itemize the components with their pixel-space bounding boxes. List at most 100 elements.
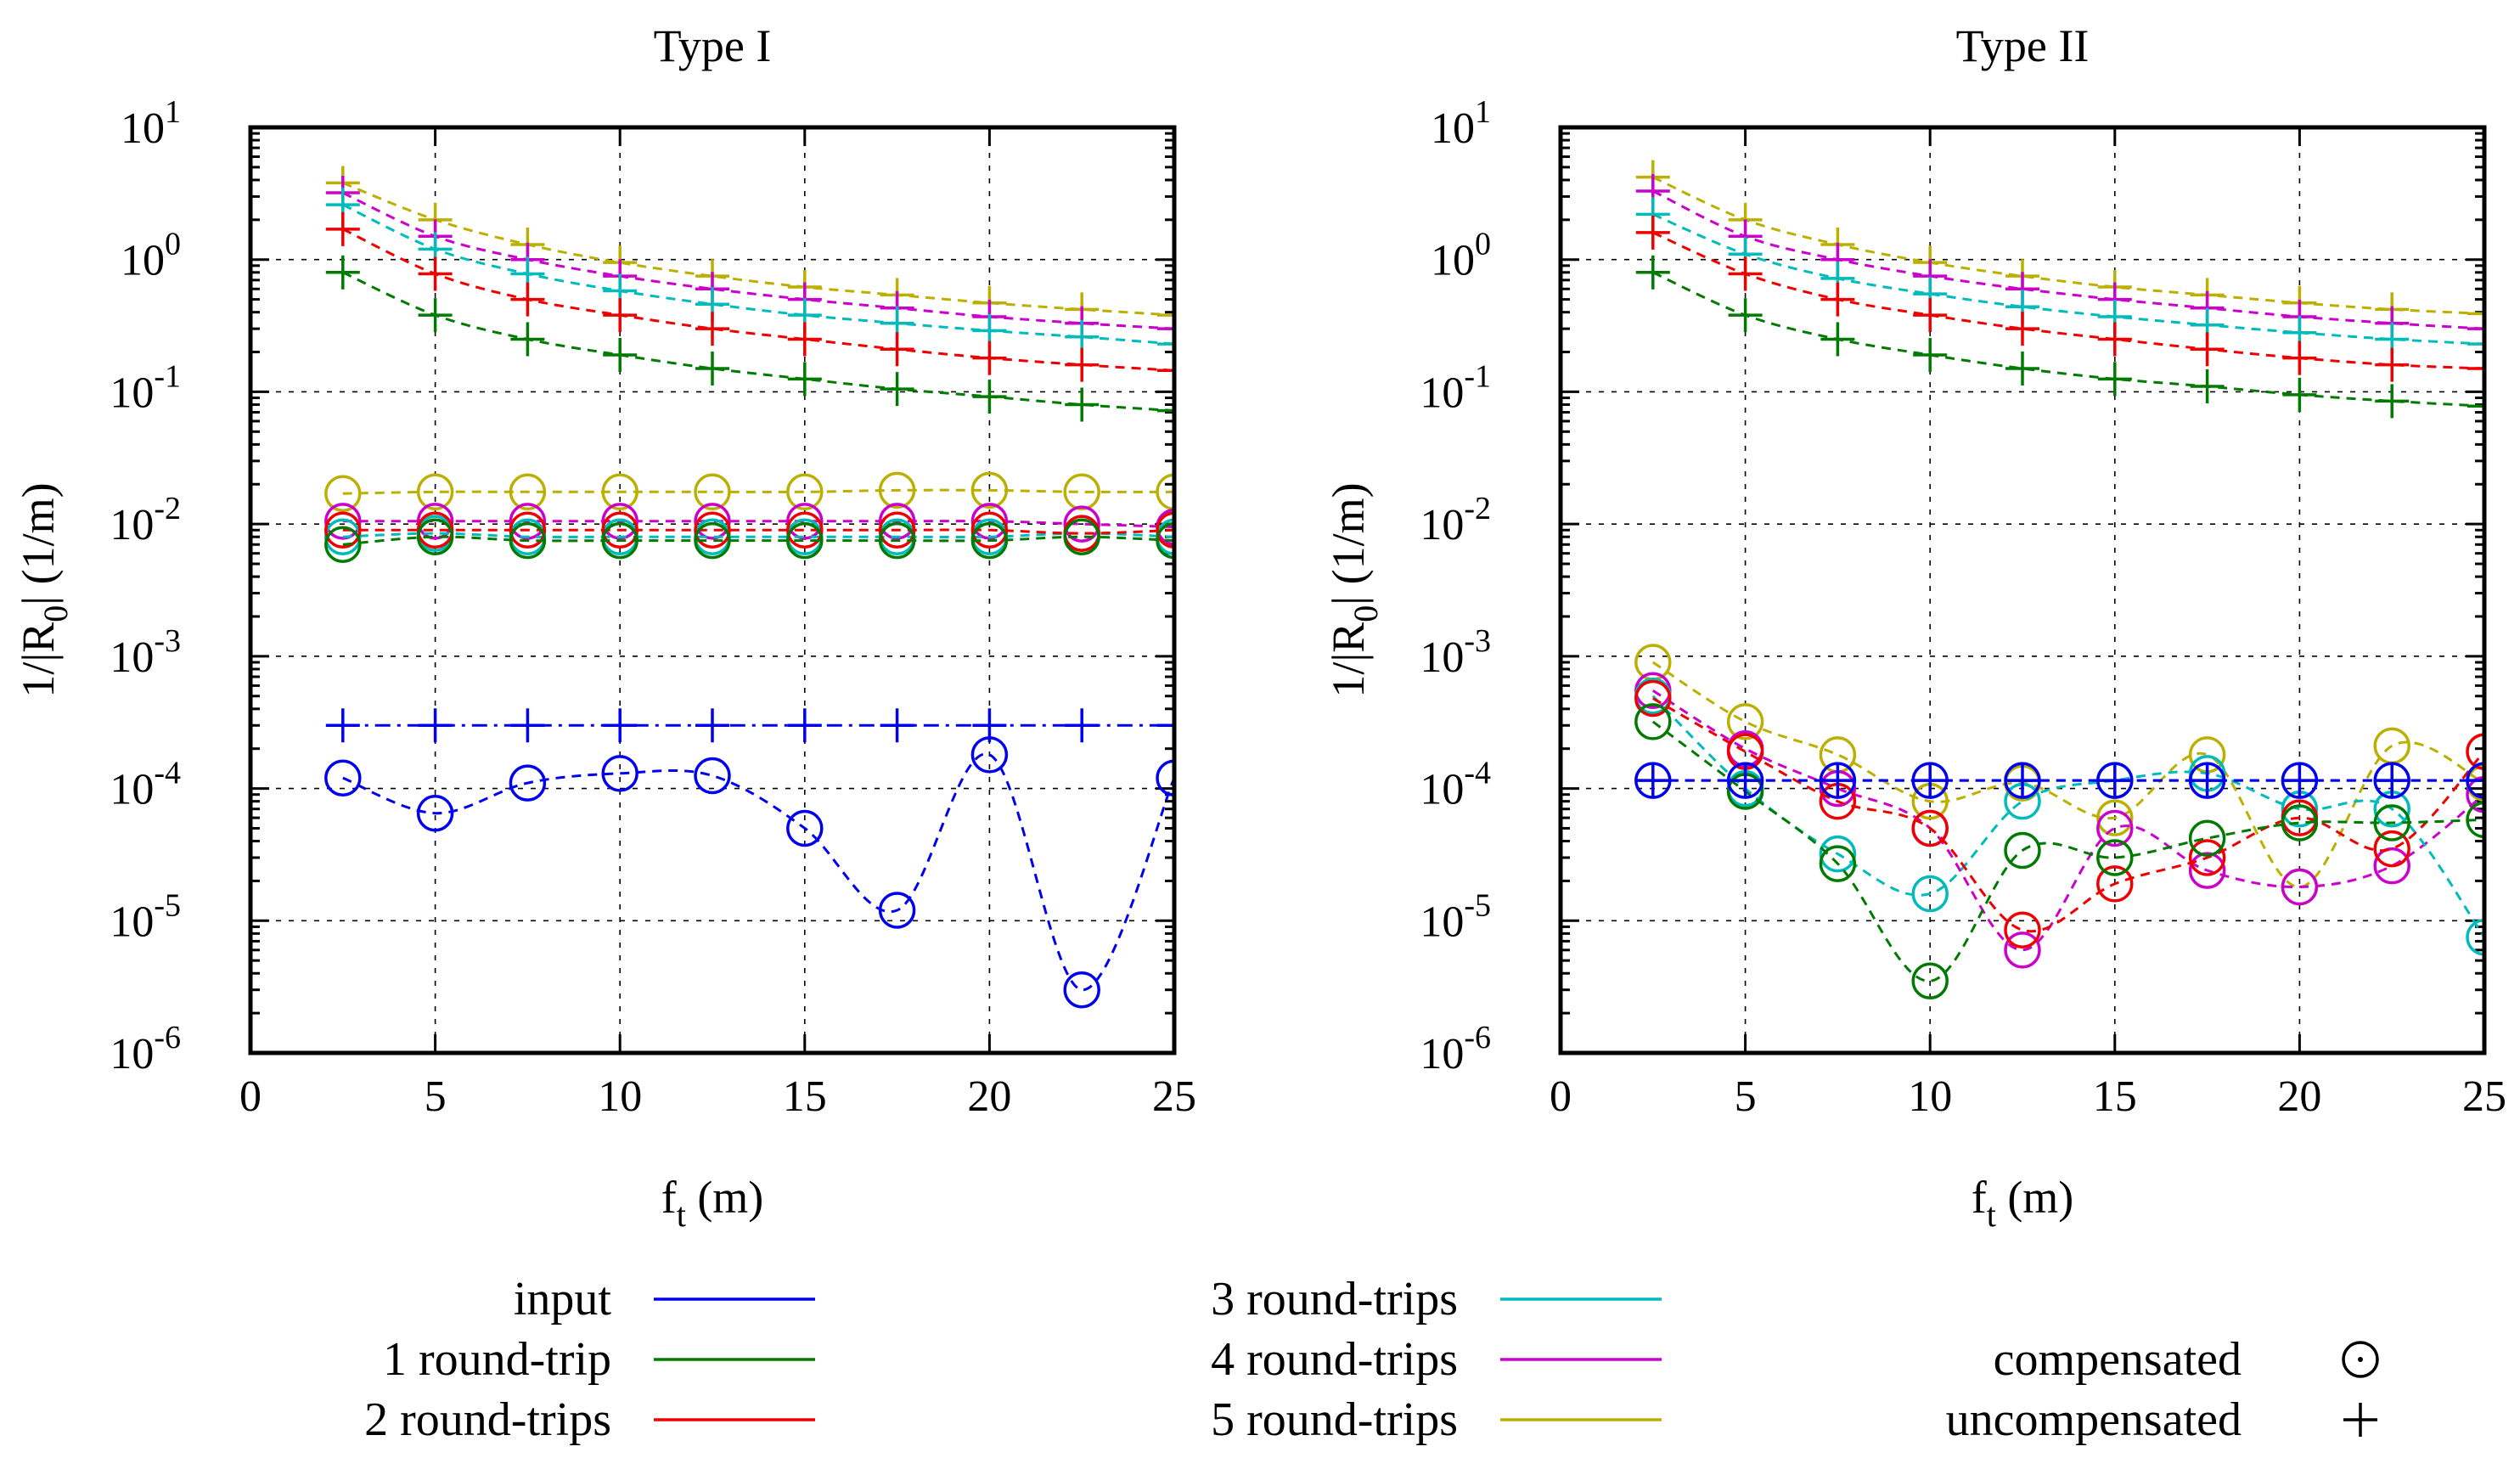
y-axis-label-tail: | (1/m) [1323, 482, 1374, 605]
series-2-round-trips-uncompensated-point [1913, 298, 1948, 333]
legend-marker-compensated: compensated [1994, 1333, 2379, 1386]
x-axis-label-main: f [661, 1172, 677, 1223]
series-5-round-trips-uncompensated-line [1652, 176, 2484, 315]
series-2-round-trips-compensated-point [324, 511, 362, 549]
plot-frame [248, 125, 1177, 1055]
series-5-round-trips-compensated-point [2096, 799, 2134, 836]
series-2-round-trips-compensated-point [694, 511, 731, 549]
series-input-compensated-point [1156, 759, 1174, 796]
type-ii-panel: Type II0 5 10 15 20 2510110010-110-210-310-41… [1323, 20, 2506, 1234]
y-tick-label: 10-4 [1420, 756, 1491, 814]
legend-label: compensated [1994, 1333, 2242, 1386]
series-2-round-trips-uncompensated-point [603, 298, 638, 333]
series-input-uncompensated-point [1820, 763, 1855, 798]
series-input-uncompensated-point [787, 708, 822, 743]
series-5-round-trips-compensated-point [1726, 703, 1764, 740]
series-5-round-trips-compensated-point [1063, 473, 1100, 511]
y-tick-label: 10-5 [1420, 887, 1491, 946]
x-tick-label: 15 [783, 1072, 827, 1121]
y-tick-exponent: -1 [154, 358, 181, 394]
x-axis-label: ft (m) [661, 1172, 764, 1234]
series-2-round-trips-uncompensated-point [880, 332, 914, 367]
series-input-compensated-line [342, 752, 1174, 992]
y-axis-label: 1/|R0| (1/m) [1323, 482, 1385, 697]
series-1-round-trip-compensated-point [2188, 819, 2226, 857]
series-input-compensated-point [878, 892, 916, 929]
series-2-round-trips-uncompensated-point [1635, 215, 1670, 250]
series-2-round-trips-uncompensated-point [2375, 347, 2410, 382]
series-4-round-trips-uncompensated-point [2467, 312, 2484, 346]
series-group [1634, 160, 2484, 1000]
series-4-round-trips-compensated-point [601, 503, 638, 540]
y-tick-exponent: -6 [1464, 1020, 1491, 1055]
series-1-round-trip-uncompensated-point [880, 372, 914, 407]
series-1-round-trip-compensated-point [601, 521, 638, 560]
x-tick-label: 20 [967, 1072, 1011, 1121]
series-4-round-trips-uncompensated-line [342, 191, 1174, 330]
legend-label: 5 round-trips [1211, 1393, 1458, 1446]
x-tick-label: 0 [239, 1072, 262, 1121]
series-1-round-trip-compensated-point [2373, 804, 2410, 841]
legend-entry-4-round-trips: 4 round-trips [1211, 1333, 1662, 1386]
series-2-round-trips-compensated-point [1911, 809, 1949, 847]
series-2-round-trips-compensated-point [970, 511, 1009, 549]
series-1-round-trip-uncompensated-point [695, 352, 729, 386]
y-tick-label: 101 [121, 94, 181, 153]
plot-frame [1558, 125, 2487, 1055]
y-tick-exponent: 1 [1475, 94, 1491, 130]
series-5-round-trips-compensated-point [509, 473, 547, 511]
x-tick-label: 5 [425, 1072, 447, 1121]
y-tick-label: 100 [121, 227, 181, 285]
legend-circle-dot [2358, 1357, 2363, 1362]
series-4-round-trips-compensated-point [1063, 505, 1100, 543]
series-input-uncompensated-point [1065, 708, 1100, 743]
series-1-round-trip-uncompensated-point [1913, 338, 1948, 373]
series-4-round-trips-compensated-point [324, 503, 362, 540]
series-input-uncompensated-point [2190, 763, 2225, 798]
series-4-round-trips-compensated-point [2373, 847, 2410, 885]
x-tick-label: 0 [1550, 1072, 1572, 1121]
x-tick-label: 10 [1908, 1072, 1952, 1121]
x-tick-label: 5 [1735, 1072, 1757, 1121]
y-tick-exponent: -3 [154, 623, 181, 659]
series-input-uncompensated-point [325, 708, 360, 743]
series-1-round-trip-compensated-point [2281, 804, 2319, 841]
series-input-compensated-point [509, 764, 547, 802]
y-tick-label: 10-2 [1420, 491, 1491, 549]
series-2-round-trips-uncompensated-point [1157, 353, 1174, 388]
series-2-round-trips-compensated-line [342, 528, 1174, 535]
legend-label: 4 round-trips [1211, 1333, 1458, 1386]
series-2-round-trips-uncompensated-point [972, 341, 1007, 375]
x-axis-label-main: f [1972, 1172, 1987, 1223]
series-1-round-trip-uncompensated-point [1065, 387, 1100, 422]
series-5-round-trips-uncompensated-point [2467, 296, 2484, 331]
legend-label: input [514, 1273, 612, 1325]
legend-circle-marker [2342, 1341, 2379, 1378]
series-1-round-trip-compensated-point [694, 521, 731, 560]
y-tick-label: 10-5 [110, 887, 181, 946]
series-4-round-trips-compensated-point [1726, 729, 1764, 768]
series-5-round-trips-compensated-point [878, 471, 916, 509]
series-2-round-trips-uncompensated-point [2097, 322, 2132, 357]
y-axis-label-sub: 0 [37, 605, 75, 622]
series-input-uncompensated-point [2375, 763, 2410, 798]
series-1-round-trip-compensated-point [324, 526, 362, 564]
series-2-round-trips-uncompensated-point [695, 312, 729, 346]
series-1-round-trip-uncompensated-point [1157, 393, 1174, 428]
series-input-compensated-point [324, 759, 362, 796]
series-1-round-trip-uncompensated-point [603, 338, 638, 373]
series-1-round-trip-uncompensated-point [2282, 377, 2317, 412]
series-1-round-trip-compensated-point [970, 521, 1009, 560]
series-2-round-trips-compensated-point [786, 511, 824, 549]
series-5-round-trips-compensated-line [342, 488, 1174, 495]
series-3-round-trips-compensated-line [342, 532, 1174, 539]
series-2-round-trips-uncompensated-point [2467, 352, 2484, 386]
y-tick-label: 10-3 [1420, 623, 1491, 682]
x-axis-label-sub: t [677, 1196, 686, 1234]
series-input-uncompensated-point [880, 708, 914, 743]
series-5-round-trips-compensated-point [601, 473, 638, 511]
series-3-round-trips-compensated-point [1911, 875, 1949, 913]
series-1-round-trip-compensated-point [2004, 831, 2041, 870]
y-tick-label: 10-4 [110, 756, 181, 814]
series-2-round-trips-compensated-point [2096, 865, 2134, 903]
